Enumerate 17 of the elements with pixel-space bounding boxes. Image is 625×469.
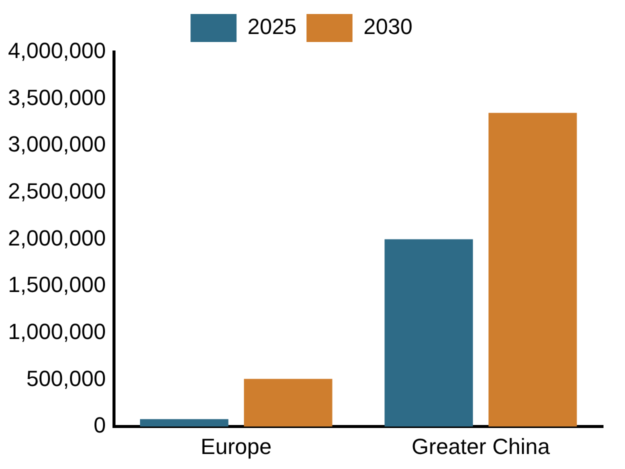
y-tick-label: 3,500,000 (8, 84, 106, 110)
y-tick-label: 0 (94, 412, 106, 438)
bar (384, 239, 473, 427)
legend-label: 2025 (248, 14, 297, 40)
y-tick-label: 1,500,000 (8, 272, 106, 298)
y-tick-label: 2,500,000 (8, 178, 106, 204)
y-tick-label: 1,000,000 (8, 319, 106, 344)
bar (244, 378, 332, 427)
legend-label: 2030 (364, 14, 412, 40)
y-tick-label: 2,000,000 (8, 225, 106, 250)
x-tick-label: Greater China (412, 434, 551, 459)
bar (140, 419, 228, 427)
y-tick-label: 500,000 (26, 366, 106, 391)
y-tick-label: 3,000,000 (8, 132, 106, 157)
x-tick-label: Europe (200, 434, 272, 459)
y-tick-label: 4,000,000 (8, 38, 106, 64)
bar (488, 112, 577, 427)
